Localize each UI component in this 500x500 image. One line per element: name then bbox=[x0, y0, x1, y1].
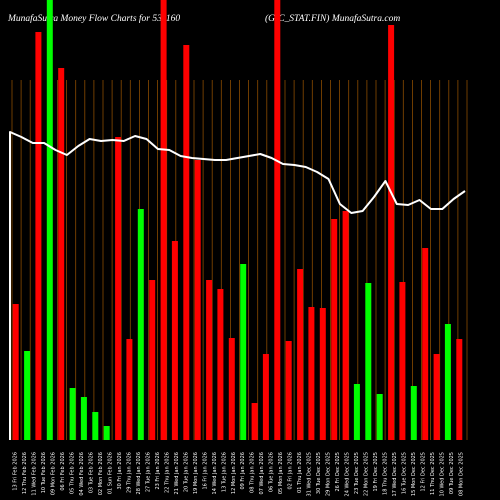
bar-green bbox=[46, 0, 53, 440]
bar-green bbox=[92, 412, 99, 440]
bar-red bbox=[206, 280, 213, 440]
bar-red bbox=[35, 32, 42, 440]
bar-green bbox=[365, 283, 372, 440]
bar-red bbox=[194, 160, 201, 440]
bar-red bbox=[217, 289, 224, 440]
bar-red bbox=[228, 338, 235, 440]
bar-red bbox=[262, 354, 269, 440]
bar-green bbox=[410, 386, 417, 440]
money-flow-line-path bbox=[9, 131, 466, 440]
bar-red bbox=[456, 339, 463, 440]
x-tick-label: 13 Tue Jan 2026 bbox=[221, 452, 227, 492]
bar-red bbox=[297, 269, 304, 440]
chart-subtitle: (GIC_STAT.FIN) MunafaSutra.com bbox=[265, 14, 401, 24]
x-tick-label: 09 Tue Dec 2025 bbox=[449, 452, 455, 494]
x-tick-label: 10 Tue Feb 2026 bbox=[41, 452, 47, 493]
bar-red bbox=[388, 25, 395, 440]
x-tick-label: 17 Wed Dec 2025 bbox=[392, 452, 398, 496]
x-tick-label: 11 Wed Feb 2026 bbox=[32, 452, 38, 496]
x-tick-label: 11 Thu Dec 2025 bbox=[430, 452, 436, 495]
x-tick-label: 15 Mon Dec 2025 bbox=[411, 452, 417, 496]
bar-red bbox=[58, 68, 65, 440]
x-tick-label: 30 Tue Dec 2025 bbox=[316, 452, 322, 494]
bar-green bbox=[353, 384, 360, 440]
x-tick-label: 16 Tue Dec 2025 bbox=[401, 452, 407, 494]
bar-green bbox=[80, 397, 87, 440]
x-tick-label: 13 Fri Feb 2026 bbox=[13, 452, 19, 491]
bars bbox=[12, 0, 463, 440]
bar-red bbox=[171, 241, 178, 440]
bar-red bbox=[251, 403, 258, 440]
bar-red bbox=[12, 304, 19, 440]
x-tick-label: 06 Tue Jan 2026 bbox=[269, 452, 275, 492]
x-tick-label: 23 Tue Dec 2025 bbox=[354, 452, 360, 494]
x-tick-label: 07 Wed Jan 2026 bbox=[259, 452, 265, 494]
x-tick-label: 31 Wed Dec 2025 bbox=[307, 452, 313, 496]
bar-red bbox=[274, 0, 281, 440]
x-tick-label: 29 Thu Jan 2026 bbox=[127, 452, 133, 493]
x-tick-label: 27 Tue Jan 2026 bbox=[145, 452, 151, 492]
x-tick-label: 06 Fri Feb 2026 bbox=[60, 452, 66, 491]
x-tick-label: 23 Fri Jan 2026 bbox=[155, 452, 161, 490]
x-tick-label: 09 Mon Feb 2026 bbox=[51, 452, 57, 495]
x-tick-label: 26 Fri Dec 2025 bbox=[335, 452, 341, 492]
bar-red bbox=[308, 307, 315, 440]
bar-red bbox=[149, 280, 156, 440]
x-tick-label: 19 Mon Jan 2026 bbox=[193, 452, 199, 494]
x-tick-label: 09 Fri Jan 2026 bbox=[240, 452, 246, 490]
bar-green bbox=[69, 388, 76, 440]
x-tick-label: 04 Wed Feb 2026 bbox=[79, 452, 85, 496]
x-tick-label: 12 Fri Dec 2025 bbox=[420, 452, 426, 492]
x-tick-label: 29 Mon Dec 2025 bbox=[326, 452, 332, 496]
x-tick-label: 20 Tue Jan 2026 bbox=[183, 452, 189, 492]
bar-red bbox=[331, 219, 338, 440]
bar-green bbox=[444, 324, 451, 440]
x-tick-label: 02 Fri Jan 2026 bbox=[288, 452, 294, 490]
bar-green bbox=[103, 426, 110, 440]
chart-title: MunafaSutra Money Flow Charts for 531160 bbox=[8, 14, 181, 24]
x-tick-label: 05 Thu Feb 2026 bbox=[70, 452, 76, 494]
x-tick-label: 16 Fri Jan 2026 bbox=[202, 452, 208, 490]
bar-green bbox=[240, 264, 247, 440]
x-tick-label: 22 Thu Jan 2026 bbox=[164, 452, 170, 493]
bar-red bbox=[433, 354, 440, 440]
bar-green bbox=[137, 209, 144, 440]
bar-red bbox=[319, 308, 326, 440]
bar-green bbox=[376, 394, 383, 440]
money-flow-line bbox=[9, 131, 466, 440]
bar-green bbox=[24, 351, 31, 440]
x-tick-label: 22 Mon Dec 2025 bbox=[364, 452, 370, 496]
bar-red bbox=[183, 45, 190, 440]
x-tick-label: 08 Thu Jan 2026 bbox=[250, 452, 256, 493]
x-tick-label: 12 Thu Feb 2026 bbox=[22, 452, 28, 494]
bar-red bbox=[126, 339, 133, 440]
x-tick-label: 12 Mon Jan 2026 bbox=[231, 452, 237, 494]
x-axis-labels: 13 Fri Feb 2026 12 Thu Feb 2026 11 Wed Feb… bbox=[13, 452, 465, 496]
x-tick-label: 14 Wed Jan 2026 bbox=[212, 452, 218, 494]
x-tick-label: 28 Wed Jan 2026 bbox=[136, 452, 142, 494]
x-tick-label: 21 Wed Jan 2026 bbox=[174, 452, 180, 494]
x-tick-label: 03 Tue Feb 2026 bbox=[89, 452, 95, 493]
bar-red bbox=[115, 137, 122, 440]
x-tick-label: 19 Fri Dec 2025 bbox=[373, 452, 379, 492]
bar-red bbox=[160, 0, 167, 440]
x-tick-label: 01 Thu Jan 2026 bbox=[297, 452, 303, 493]
x-tick-label: 18 Thu Dec 2025 bbox=[382, 452, 388, 495]
x-tick-label: 05 Mon Jan 2026 bbox=[278, 452, 284, 494]
x-tick-label: 08 Mon Dec 2025 bbox=[458, 452, 464, 496]
x-tick-label: 01 Sun Feb 2026 bbox=[108, 452, 114, 494]
grid-lines bbox=[11, 80, 468, 440]
x-tick-label: 24 Wed Dec 2025 bbox=[345, 452, 351, 496]
bar-red bbox=[285, 341, 292, 440]
bar-red bbox=[399, 282, 406, 440]
bar-red bbox=[342, 211, 349, 440]
x-tick-label: 10 Wed Dec 2025 bbox=[439, 452, 445, 496]
bar-red bbox=[422, 248, 429, 440]
x-tick-label: 30 Fri Jan 2026 bbox=[117, 452, 123, 490]
x-tick-label: 02 Mon Feb 2026 bbox=[98, 452, 104, 495]
